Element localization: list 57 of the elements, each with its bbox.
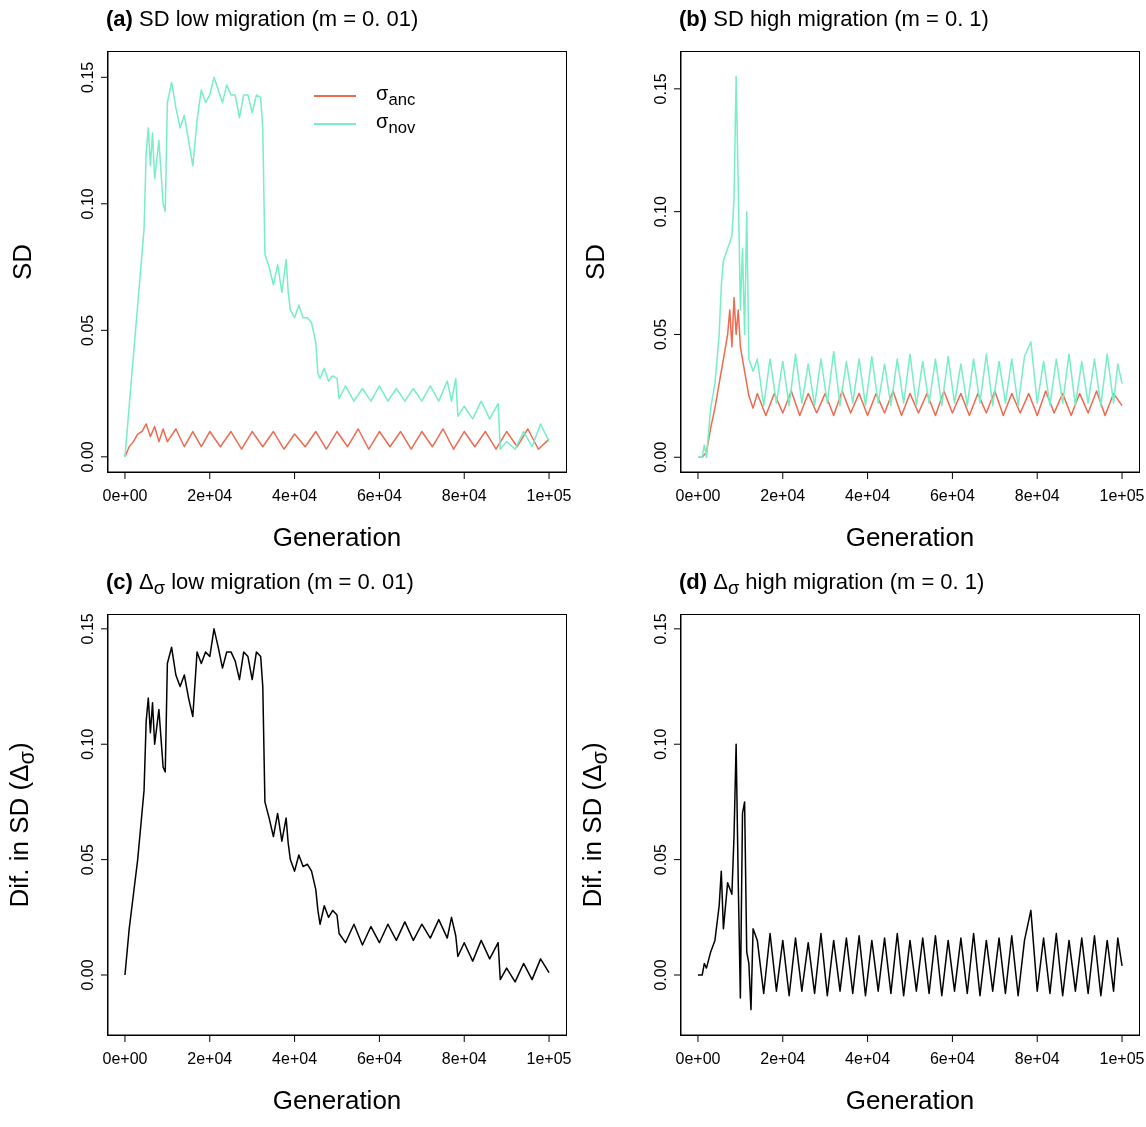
x-tick-label: 6e+04 <box>356 1050 402 1067</box>
x-tick-label: 6e+04 <box>929 487 975 504</box>
line-series <box>697 743 1123 1011</box>
x-tick-label: 8e+04 <box>441 1050 487 1067</box>
x-tick-label: 2e+04 <box>760 487 806 504</box>
y-tick-label: 0.00 <box>79 959 96 991</box>
x-tick-label: 6e+04 <box>929 1050 975 1067</box>
y-tick-label: 0.05 <box>79 314 96 346</box>
y-tick-label: 0.10 <box>79 188 96 220</box>
x-tick-label: 1e+05 <box>526 1050 572 1067</box>
x-tick-label: 4e+04 <box>272 487 318 504</box>
x-tick-label: 0e+00 <box>675 487 721 504</box>
y-tick-label: 0.05 <box>652 318 669 351</box>
x-tick-label: 2e+04 <box>187 1050 233 1067</box>
x-tick-label: 6e+04 <box>356 487 402 504</box>
y-tick-label: 0.05 <box>652 843 669 876</box>
line-series <box>124 423 550 458</box>
x-axis-title: Generation <box>844 522 976 553</box>
x-axis-title: Generation <box>271 522 403 553</box>
x-axis-title: Generation <box>844 1085 976 1116</box>
x-tick-label: 1e+05 <box>1099 487 1145 504</box>
y-tick-label: 0.00 <box>79 441 96 473</box>
x-tick-label: 4e+04 <box>272 1050 318 1067</box>
y-tick-label: 0.15 <box>79 61 96 93</box>
y-tick-label: 0.15 <box>79 613 96 645</box>
chart-title: (b) SD high migration (m = 0. 1) <box>679 6 989 31</box>
legend-label: σ$_{anc}$ <box>376 82 416 110</box>
y-tick-label: 0.15 <box>652 73 669 105</box>
y-tick-label: 0.15 <box>652 613 669 645</box>
x-tick-label: 4e+04 <box>845 487 891 504</box>
x-tick-label: 0e+00 <box>102 487 148 504</box>
x-tick-label: 8e+04 <box>441 487 487 504</box>
chart-title: (c) Δ$_{σ}$ low migration (m = 0. 01) <box>106 569 414 599</box>
x-tick-label: 2e+04 <box>760 1050 806 1067</box>
y-tick-label: 0.10 <box>79 728 96 760</box>
chart-title: (d) Δ$_{σ}$ high migration (m = 0. 1) <box>679 569 985 599</box>
line-series <box>124 76 550 458</box>
x-tick-label: 1e+05 <box>1099 1050 1145 1067</box>
x-tick-label: 8e+04 <box>1014 1050 1060 1067</box>
x-tick-label: 2e+04 <box>187 487 233 504</box>
line-series <box>697 75 1123 459</box>
y-tick-label: 0.10 <box>652 195 669 228</box>
x-axis-title: Generation <box>271 1085 403 1116</box>
y-tick-label: 0.00 <box>652 441 669 473</box>
y-tick-label: 0.05 <box>79 843 96 876</box>
x-tick-label: 1e+05 <box>526 487 572 504</box>
x-tick-label: 4e+04 <box>845 1050 891 1067</box>
line-series <box>124 628 550 983</box>
y-axis-title: SD <box>6 243 38 281</box>
y-tick-label: 0.00 <box>652 959 669 991</box>
x-tick-label: 0e+00 <box>102 1050 148 1067</box>
y-axis-title: SD <box>579 243 611 281</box>
chart-title: (a) SD low migration (m = 0. 01) <box>106 6 419 31</box>
legend-label: σ$_{nov}$ <box>376 110 416 138</box>
x-tick-label: 0e+00 <box>675 1050 721 1067</box>
y-tick-label: 0.10 <box>652 728 669 760</box>
x-tick-label: 8e+04 <box>1014 487 1060 504</box>
